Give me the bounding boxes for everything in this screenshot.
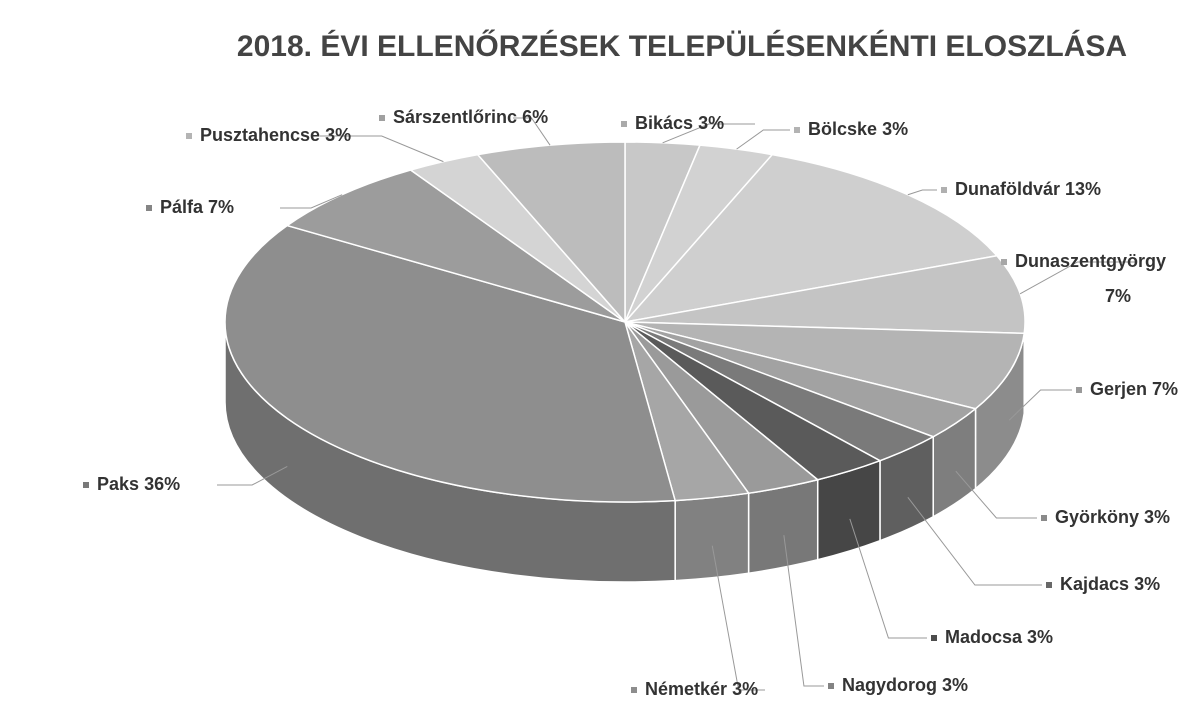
data-label: Bölcske 3% (808, 119, 908, 139)
leader-line (907, 189, 937, 196)
leader-line (513, 117, 551, 146)
legend-marker (631, 687, 637, 693)
data-label: Gerjen 7% (1090, 379, 1178, 399)
data-label-name: Madocsa (945, 627, 1023, 647)
legend-marker (828, 683, 834, 689)
data-label-name: Bikács (635, 113, 693, 133)
leader-line (783, 535, 824, 687)
data-label: Sárszentlőrinc 6% (393, 107, 548, 127)
data-label-name: Kajdacs (1060, 574, 1129, 594)
legend-marker (1076, 387, 1082, 393)
data-label-value: 3% (1134, 574, 1160, 594)
data-label-value: 7% (208, 197, 234, 217)
legend-marker (186, 133, 192, 139)
leader-line (662, 123, 755, 144)
data-label-value: 3% (1144, 507, 1170, 527)
data-label: Györköny 3% (1055, 507, 1170, 527)
data-label-name: Pálfa (160, 197, 204, 217)
leader-line (907, 496, 1042, 586)
data-label: Kajdacs 3% (1060, 574, 1160, 594)
data-label-name: Gerjen (1090, 379, 1147, 399)
data-label-value: 3% (1027, 627, 1053, 647)
data-label-value: 13% (1065, 179, 1101, 199)
data-label: Bikács 3% (635, 113, 724, 133)
data-label-name: Sárszentlőrinc (393, 107, 517, 127)
leader-line (217, 466, 288, 486)
data-label-value: 6% (522, 107, 548, 127)
leader-line (320, 135, 444, 163)
leader-line (736, 129, 790, 150)
legend-marker (1041, 515, 1047, 521)
data-label-value: 7% (1152, 379, 1178, 399)
data-label-value: 7% (1105, 286, 1131, 306)
pie-sides (224, 321, 1026, 583)
legend-marker (794, 127, 800, 133)
data-label-name: Nagydorog (842, 675, 937, 695)
data-label-name: Dunaföldvár (955, 179, 1060, 199)
data-label-value: 3% (325, 125, 351, 145)
chart-title: 2018. ÉVI ELLENŐRZÉSEK TELEPÜLÉSENKÉNTI … (237, 29, 1127, 63)
data-label-value: 3% (698, 113, 724, 133)
pie-slice (624, 321, 1026, 410)
data-label-name: Paks (97, 474, 139, 494)
pie-slice (224, 224, 677, 503)
pie-slice-side (747, 478, 819, 575)
data-label-name: Bölcske (808, 119, 877, 139)
data-label-name: Dunaszentgyörgy (1015, 251, 1166, 271)
data-label-name: Györköny (1055, 507, 1139, 527)
data-label-name: Pusztahencse (200, 125, 320, 145)
legend-marker (941, 187, 947, 193)
pie-tops (224, 141, 1026, 503)
leader-line (1019, 261, 1135, 295)
legend-marker (146, 205, 152, 211)
legend-marker (1001, 259, 1007, 265)
legend-marker (621, 121, 627, 127)
data-label: Pálfa 7% (160, 197, 234, 217)
leader-line (1008, 389, 1072, 421)
data-label-value: 3% (732, 679, 758, 699)
data-label-value: 3% (942, 675, 968, 695)
data-label-value: 36% (144, 474, 180, 494)
data-label: Németkér 3% (645, 679, 758, 699)
legend-marker (379, 115, 385, 121)
data-label: Dunaföldvár 13% (955, 179, 1101, 199)
pie-slice (285, 169, 626, 323)
data-label-value: 3% (882, 119, 908, 139)
leader-line (849, 518, 927, 639)
data-label: Nagydorog 3% (842, 675, 968, 695)
legend-marker (1046, 582, 1052, 588)
leader-line (280, 194, 343, 209)
legend-marker (83, 482, 89, 488)
pie-slice-side (674, 492, 750, 582)
pie-slice (624, 254, 1026, 335)
leader-line (711, 545, 765, 691)
legend-marker (931, 635, 937, 641)
leader-line (955, 470, 1037, 519)
data-label: Pusztahencse 3% (200, 125, 351, 145)
data-label: Madocsa 3% (945, 627, 1053, 647)
data-label: Paks 36% (97, 474, 180, 494)
data-label-name: Németkér (645, 679, 727, 699)
